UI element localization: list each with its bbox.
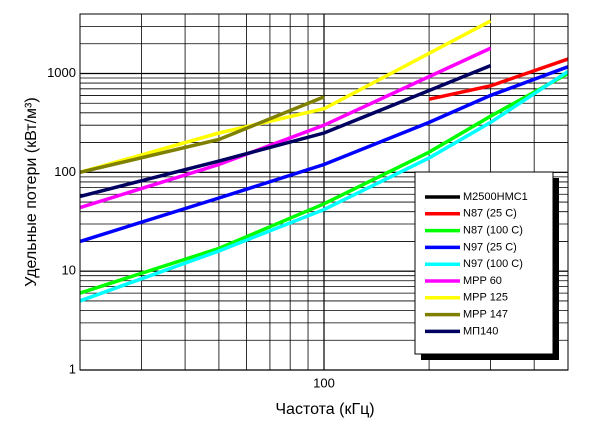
plot-frame [79, 13, 569, 371]
series-line [80, 65, 568, 244]
legend-label: MPP 125 [463, 292, 508, 304]
series-line [80, 64, 492, 199]
plot-lines [80, 19, 568, 303]
legend-label: N87 (25 C) [463, 208, 517, 220]
series-line [80, 19, 492, 175]
legend-label: N97 (25 C) [463, 241, 517, 253]
x-axis-title: Частота (кГц) [275, 401, 374, 418]
series-line [80, 95, 325, 175]
x-tick-label: 100 [313, 375, 335, 390]
y-axis-title: Удельные потери (кВт/м³) [23, 97, 40, 286]
y-tick-label: 1 [69, 361, 76, 376]
legend-label: MPP 147 [463, 309, 508, 321]
y-tick-label: 1000 [47, 65, 76, 80]
series-line [80, 46, 492, 210]
legend-label: MPP 60 [463, 275, 502, 287]
y-tick-label: 100 [54, 164, 76, 179]
series-line [428, 57, 568, 101]
legend-label: M2500HMC1 [463, 191, 528, 203]
legend-label: N87 (100 C) [463, 225, 523, 237]
series-line [80, 69, 568, 303]
legend-label: МП140 [463, 325, 498, 337]
y-tick-label: 10 [62, 263, 76, 278]
legend-label: N97 (100 C) [463, 258, 523, 270]
legend: M2500HMC1 N87 (25 C) N87 (100 C) N97 (25 C)… [414, 171, 559, 360]
series-line [80, 71, 568, 295]
